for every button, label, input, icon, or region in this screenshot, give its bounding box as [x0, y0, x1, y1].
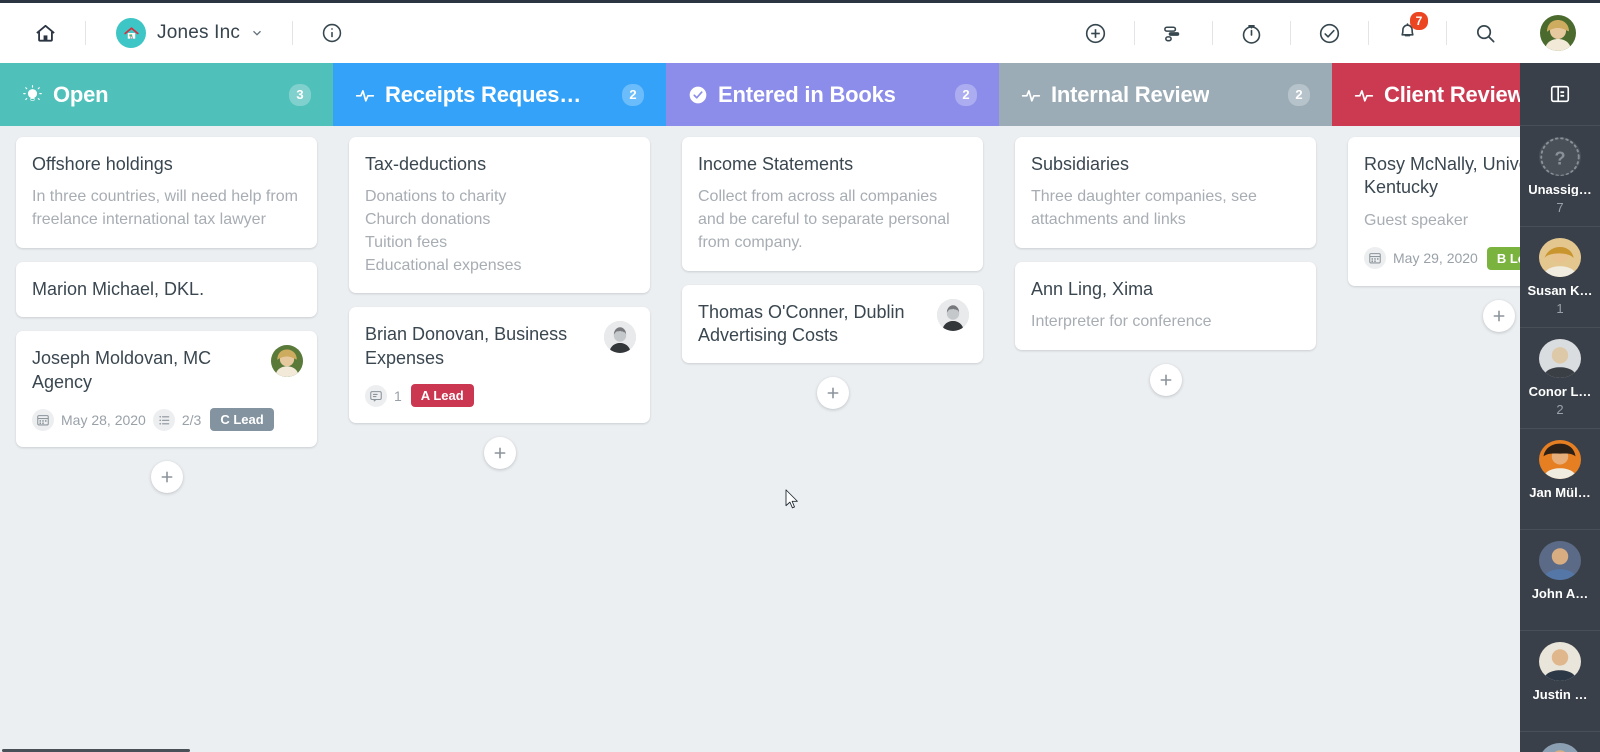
svg-text:?: ? [1554, 147, 1565, 168]
